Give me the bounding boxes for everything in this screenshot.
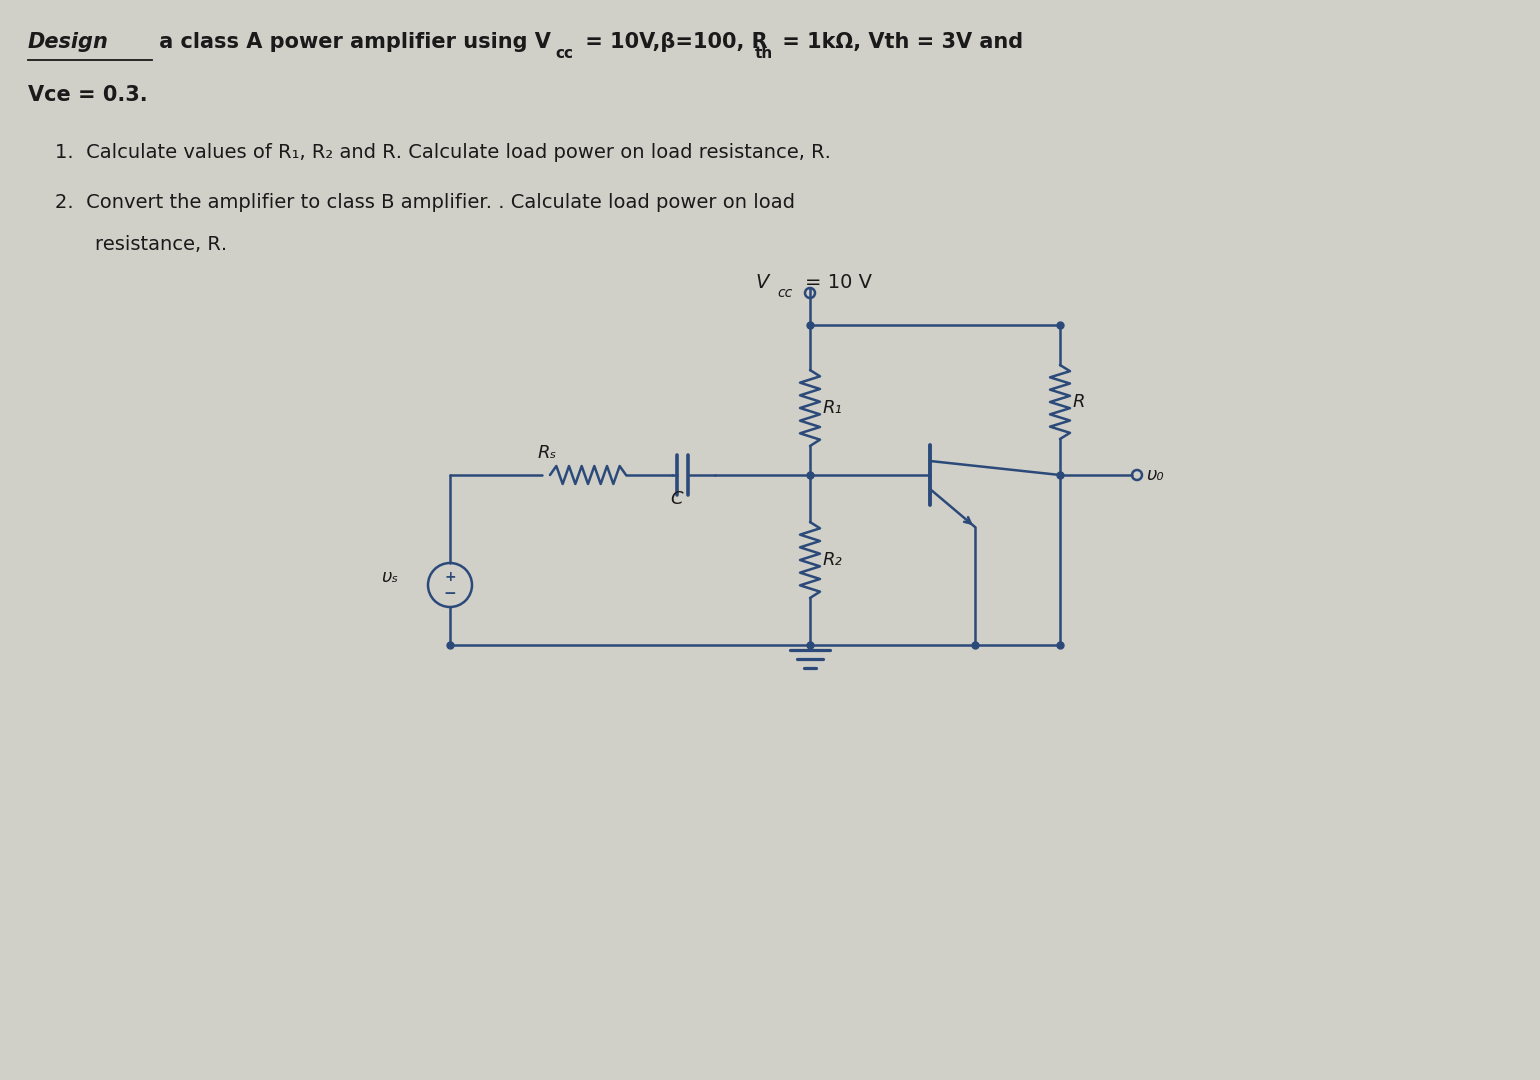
Text: V: V	[755, 272, 768, 292]
Text: = 10 V: = 10 V	[805, 272, 872, 292]
Text: 1.  Calculate values of R₁, R₂ and R⁣. Calculate load power on load resistance, : 1. Calculate values of R₁, R₂ and R⁣. Ca…	[55, 143, 832, 162]
Text: +: +	[444, 570, 456, 584]
Text: R₁: R₁	[822, 399, 842, 417]
Text: cc: cc	[778, 286, 792, 300]
Text: R₂: R₂	[822, 551, 842, 569]
Text: resistance, R⁣.: resistance, R⁣.	[95, 235, 226, 255]
Text: υₛ: υₛ	[380, 568, 397, 586]
Text: Vce = 0.3.: Vce = 0.3.	[28, 85, 148, 105]
Text: = 10V,β=100, R: = 10V,β=100, R	[578, 32, 768, 52]
Text: C⁣: C⁣	[671, 490, 684, 508]
Text: −: −	[444, 586, 456, 602]
Text: R⁣: R⁣	[1073, 393, 1086, 411]
Text: Rₛ: Rₛ	[537, 444, 557, 462]
Text: cc: cc	[556, 46, 573, 62]
Text: th: th	[755, 46, 773, 62]
Text: 2.  Convert the amplifier to class B amplifier. . Calculate load power on load: 2. Convert the amplifier to class B ampl…	[55, 192, 795, 212]
Text: υ₀: υ₀	[1146, 465, 1164, 484]
Text: = 1kΩ, Vth = 3V and: = 1kΩ, Vth = 3V and	[775, 32, 1023, 52]
Text: a class A power amplifier using V: a class A power amplifier using V	[152, 32, 551, 52]
Text: Design: Design	[28, 32, 109, 52]
